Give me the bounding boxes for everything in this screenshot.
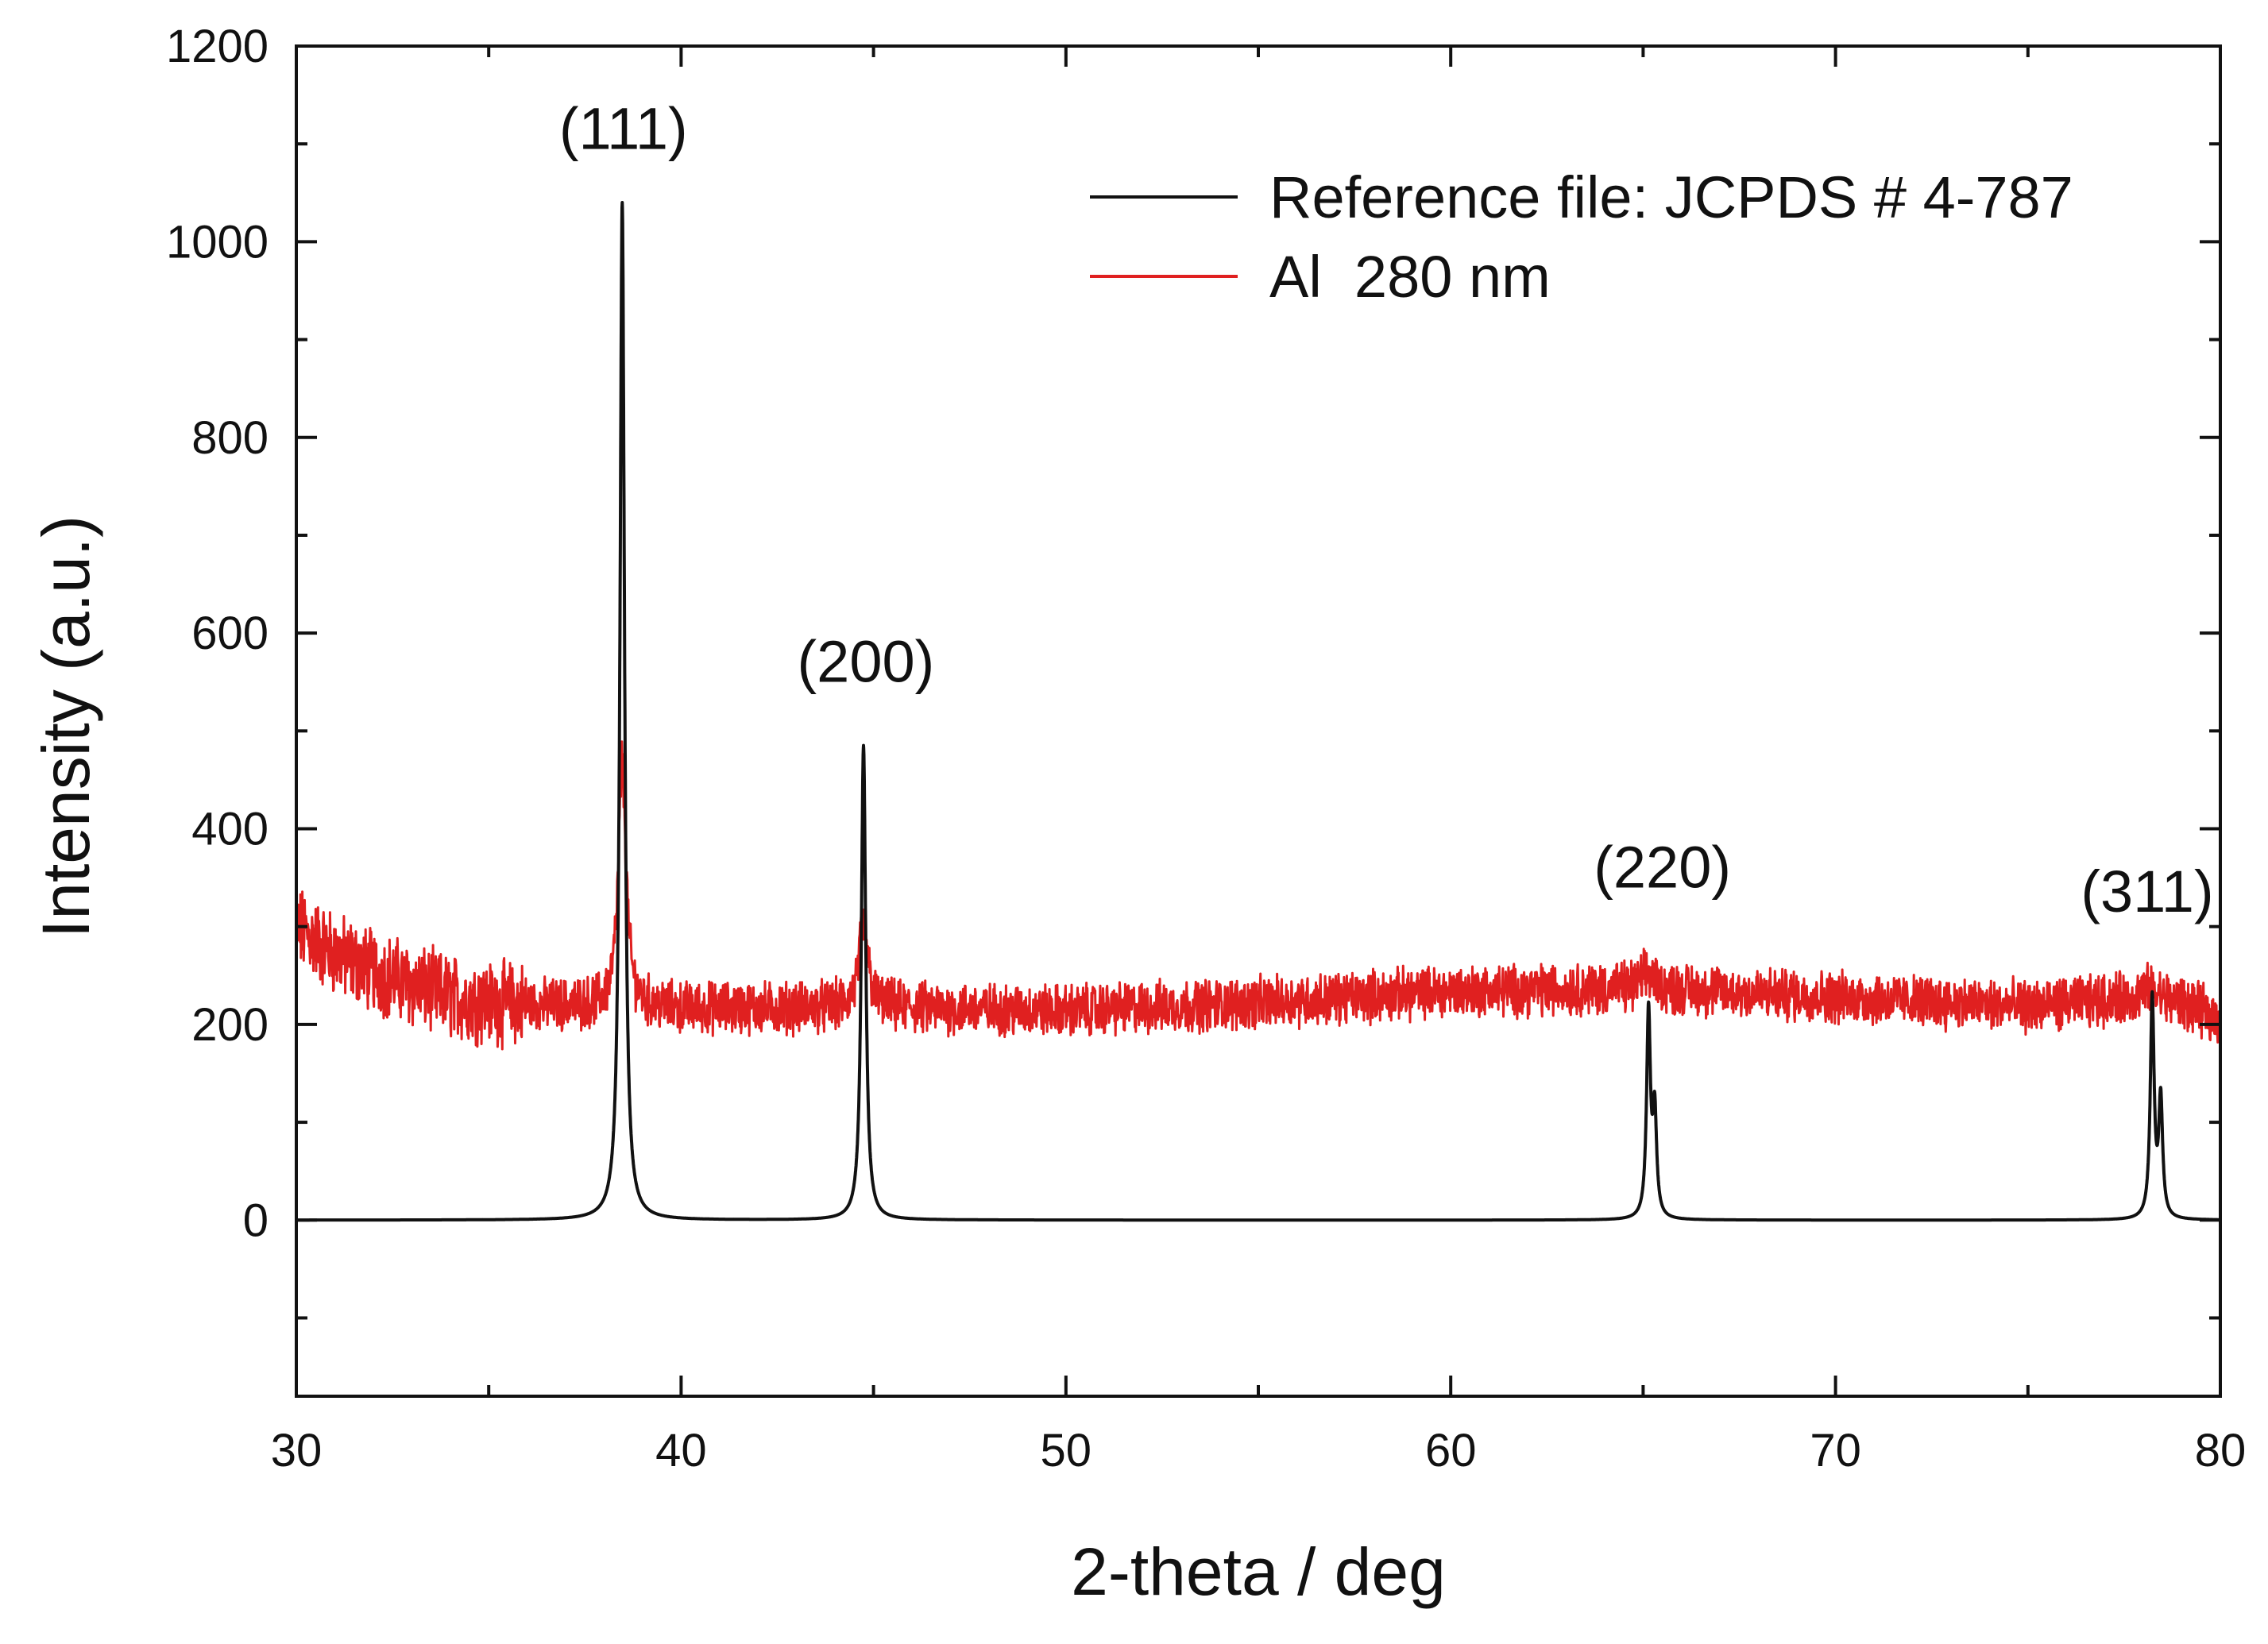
x-tick-label: 70 — [1810, 1425, 1861, 1476]
series-layer — [295, 201, 2222, 1222]
y-tick-label: 400 — [191, 804, 269, 855]
peak-annotations: (111) (200) (220) (311) — [559, 95, 2214, 924]
series-line-reference — [295, 201, 2222, 1222]
y-tick-label: 600 — [191, 608, 269, 659]
x-tick-label: 60 — [1425, 1425, 1477, 1476]
peak-label: (111) — [559, 95, 688, 161]
y-tick-label: 0 — [243, 1194, 269, 1246]
y-tick-label: 800 — [191, 412, 269, 464]
x-tick-label: 40 — [655, 1425, 707, 1476]
x-tick-label: 30 — [271, 1425, 323, 1476]
legend-label-sample: Al 280 nm — [1269, 244, 1551, 310]
y-tick-label: 1200 — [166, 21, 269, 72]
y-tick-label: 1000 — [166, 216, 269, 268]
peak-label: (200) — [798, 629, 935, 695]
x-axis-title: 2-theta / deg — [1071, 1534, 1446, 1609]
y-axis-title: Intensity (a.u.) — [29, 515, 103, 938]
x-tick-label: 80 — [2195, 1425, 2247, 1476]
x-tick-label: 50 — [1041, 1425, 1092, 1476]
peak-label: (311) — [2081, 859, 2213, 924]
peak-label: (220) — [1594, 834, 1731, 900]
y-tick-label: 200 — [191, 999, 269, 1051]
legend: Reference file: JCPDS # 4-787 Al 280 nm — [1090, 164, 2073, 310]
legend-label-reference: Reference file: JCPDS # 4-787 — [1269, 164, 2073, 230]
